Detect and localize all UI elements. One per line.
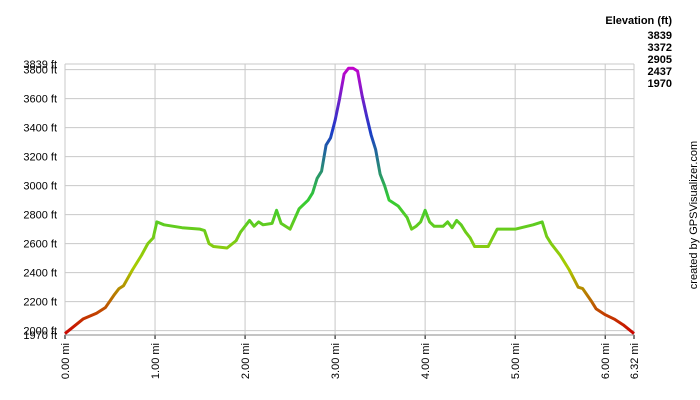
x-tick-label: 6.00 mi — [600, 343, 612, 379]
legend-value: 2437 — [648, 66, 672, 78]
x-tick-label: 0.00 mi — [60, 343, 72, 379]
x-tick-label: 5.00 mi — [510, 343, 522, 379]
y-tick-label: 3839 ft — [23, 59, 57, 71]
legend-value: 1970 — [648, 78, 672, 90]
y-tick-label: 2600 ft — [23, 239, 57, 251]
x-tick-label: 2.00 mi — [240, 343, 252, 379]
y-tick-label: 2400 ft — [23, 268, 57, 280]
x-tick-label: 6.32 mi — [629, 343, 641, 379]
x-tick-label: 1.00 mi — [150, 343, 162, 379]
legend-title: Elevation (ft) — [605, 15, 672, 27]
y-tick-label: 3400 ft — [23, 123, 57, 135]
y-tick-label: 2200 ft — [23, 297, 57, 309]
y-tick-label: 3600 ft — [23, 94, 57, 106]
legend-value: 3839 — [648, 30, 672, 42]
x-tick-label: 3.00 mi — [330, 343, 342, 379]
legend-value: 3372 — [648, 42, 672, 54]
y-tick-label: 2000 ft — [23, 326, 57, 338]
y-tick-label: 1970 ft — [23, 330, 57, 342]
y-tick-label: 3800 ft — [23, 65, 57, 77]
y-tick-label: 3200 ft — [23, 152, 57, 164]
credit: created by GPSVisualizer.com — [688, 141, 700, 289]
legend-value: 2905 — [648, 54, 672, 66]
x-tick-label: 4.00 mi — [420, 343, 432, 379]
y-tick-label: 3000 ft — [23, 181, 57, 193]
y-tick-label: 2800 ft — [23, 210, 57, 222]
elevation-line — [64, 66, 635, 335]
